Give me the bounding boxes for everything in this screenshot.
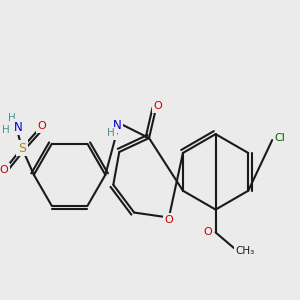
Text: S: S [18,142,26,154]
Text: N: N [113,119,122,132]
Text: CH₃: CH₃ [236,246,255,256]
Text: H: H [107,128,115,138]
Text: O: O [203,227,212,237]
Text: O: O [38,121,46,131]
Text: O: O [164,214,173,224]
Text: H: H [8,113,16,123]
Text: Cl: Cl [275,133,286,143]
Text: H: H [2,125,10,135]
Text: O: O [0,165,8,175]
Text: O: O [154,101,162,111]
Text: N: N [14,121,22,134]
